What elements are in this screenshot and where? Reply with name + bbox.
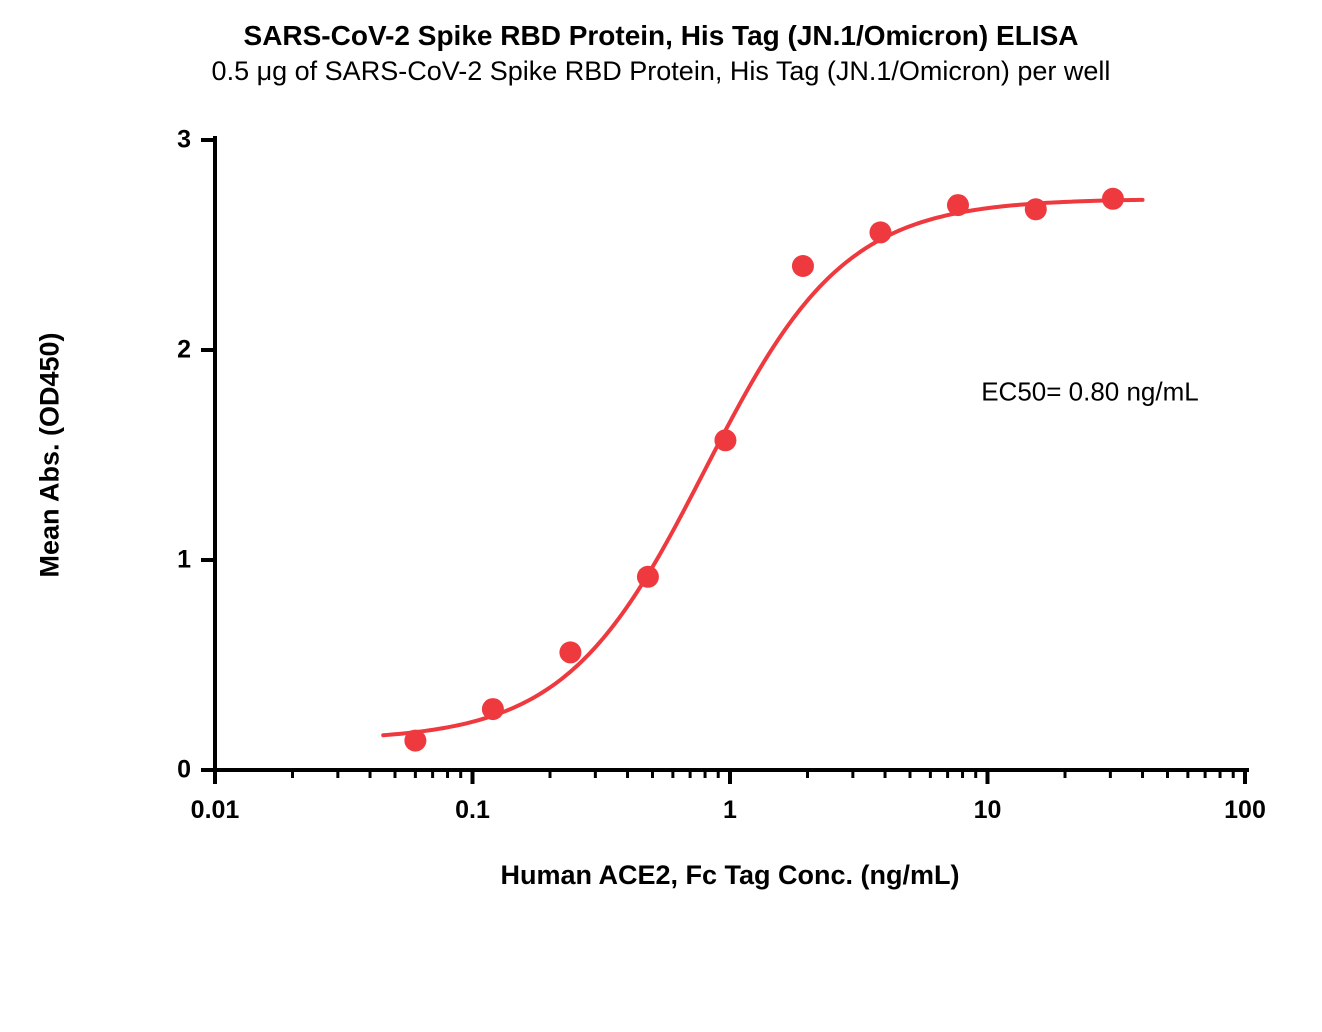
- x-tick-label: 10: [974, 796, 1002, 825]
- plot-svg: [0, 0, 1322, 1032]
- x-tick-label: 0.1: [455, 796, 490, 825]
- x-tick-label: 100: [1224, 796, 1266, 825]
- y-tick-label: 2: [177, 336, 191, 365]
- y-tick-label: 1: [177, 546, 191, 575]
- y-tick-label: 3: [177, 126, 191, 155]
- y-tick-label: 0: [177, 756, 191, 785]
- chart-container: SARS-CoV-2 Spike RBD Protein, His Tag (J…: [0, 0, 1322, 1032]
- x-tick-label: 0.01: [191, 796, 240, 825]
- x-tick-label: 1: [723, 796, 737, 825]
